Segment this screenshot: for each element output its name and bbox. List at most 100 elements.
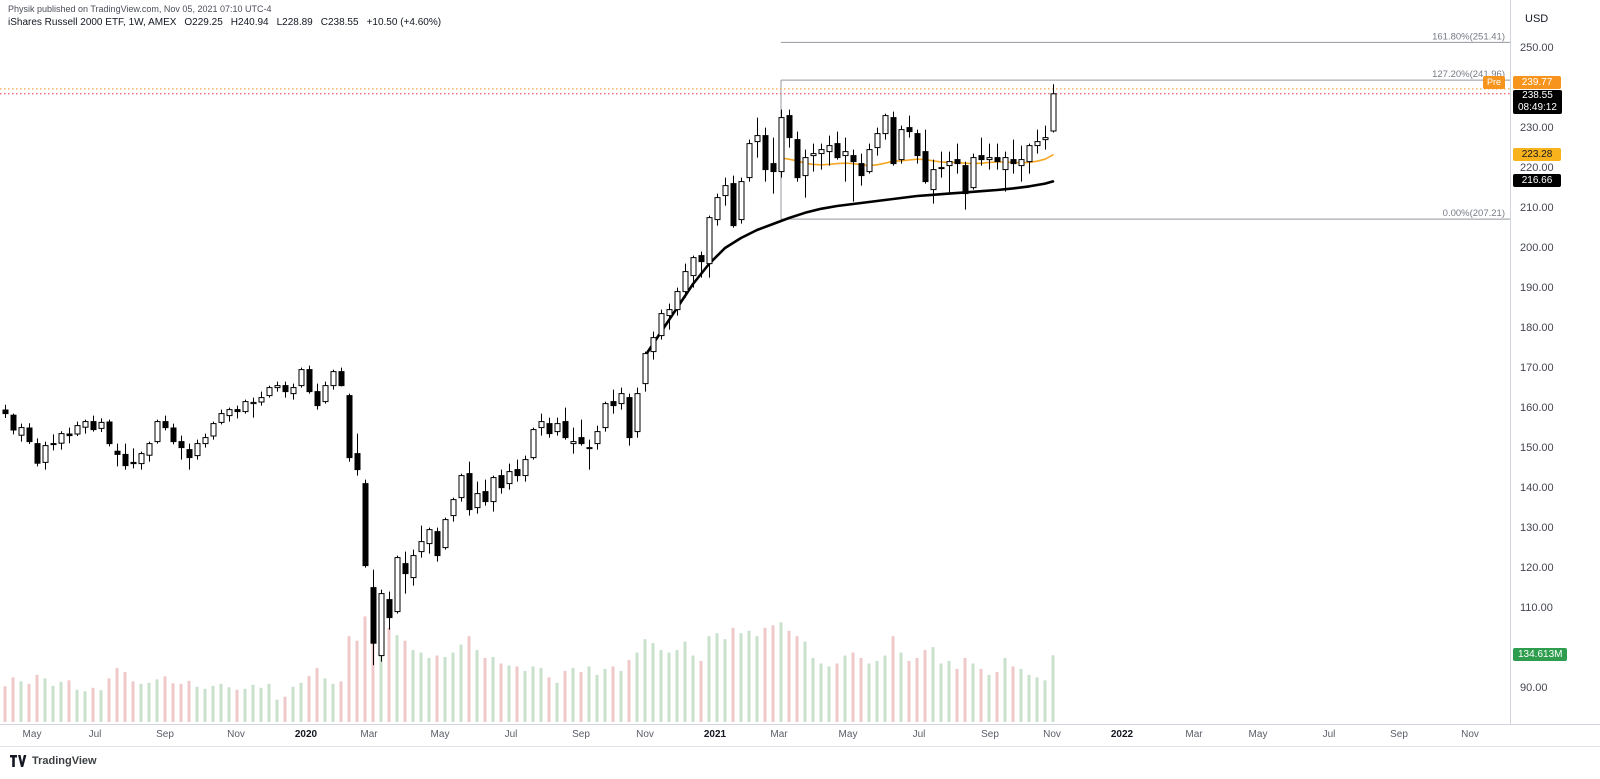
time-tick: Sep (981, 729, 999, 740)
volume-bar (923, 650, 927, 722)
volume-bar (843, 655, 847, 722)
volume-bar (251, 684, 255, 722)
volume-bar (683, 641, 687, 722)
candle-up (882, 115, 889, 135)
volume-bar (75, 689, 79, 722)
volume-bar (603, 668, 607, 722)
volume-bar (955, 668, 959, 722)
candle-down (834, 143, 841, 159)
volume-bar (59, 681, 63, 722)
candle-up (802, 157, 809, 177)
time-tick: Jul (1322, 729, 1336, 740)
candle-down (466, 473, 473, 511)
candle-up (74, 425, 81, 435)
candle-up (826, 145, 833, 153)
candle-up (394, 557, 401, 613)
volume-bar (611, 666, 615, 722)
slow-black-line (643, 180, 1055, 358)
volume-bar (123, 671, 127, 722)
volume-bar (171, 683, 175, 722)
candle-down (370, 587, 377, 644)
legend-change: +10.50 (+4.60%) (366, 17, 442, 28)
candle-down (626, 397, 633, 439)
volume-bar (1027, 674, 1031, 722)
time-axis[interactable]: May Jul Sep Nov 2020 Mar May Jul Sep Nov 2021 Mar Ma… (0, 724, 1600, 747)
candle-up (706, 217, 713, 265)
volume-bar (339, 681, 343, 722)
candle-up (1042, 137, 1049, 141)
candle-down (858, 163, 865, 177)
volume-bar (147, 682, 151, 722)
candle-up (426, 529, 433, 545)
candle-down (306, 369, 313, 393)
time-tick: May (1248, 729, 1268, 740)
volume-bar (875, 661, 879, 722)
candle-up (586, 447, 593, 450)
volume-bar (771, 625, 775, 722)
time-tick: Mar (360, 729, 378, 740)
time-tick: May (430, 729, 450, 740)
candle-up (378, 593, 385, 657)
candle-up (722, 185, 729, 197)
candle-up (330, 371, 337, 387)
volume-bar (291, 686, 295, 722)
volume-bar (987, 674, 991, 722)
volume-bar (547, 677, 551, 722)
candle-down (234, 409, 241, 413)
volume-bar (707, 636, 711, 722)
candle-up (946, 161, 953, 167)
volume-bar (883, 655, 887, 722)
price-tick: 210.00 (1520, 202, 1554, 214)
candle-up (242, 401, 249, 413)
volume-bar (819, 663, 823, 722)
candle-up (154, 421, 161, 443)
price-tick: 160.00 (1520, 402, 1554, 414)
candle-up (754, 135, 761, 143)
candle-up (210, 423, 217, 437)
tradingview-logo[interactable]: TradingView (10, 754, 97, 768)
candle-down (362, 483, 369, 567)
chart-canvas[interactable]: 161.80%(251.41) 127.20%(241.96) 0.00%(207.… (0, 0, 1510, 724)
last-price-label: 238.55 08:49:12 (1513, 89, 1562, 114)
candle-down (482, 491, 489, 503)
tradingview-logo-mark (10, 755, 27, 767)
volume-bar (787, 630, 791, 722)
candle-down (610, 401, 617, 407)
volume-bar (827, 666, 831, 722)
candle-up (642, 353, 649, 385)
volume-bar (867, 663, 871, 722)
price-axis[interactable]: USD 250.00 230.00 220.00 210.00 200.00 190.00… (1510, 0, 1600, 724)
volume-label: 134.613M (1513, 648, 1568, 662)
volume-bar (315, 667, 319, 722)
candle-up (682, 271, 689, 293)
volume-bar (395, 635, 399, 722)
candle-down (890, 117, 897, 165)
candle-down (338, 371, 345, 387)
volume-bar (139, 683, 143, 722)
candle-down (562, 421, 569, 439)
candle-down (1010, 159, 1017, 165)
price-tick: 130.00 (1520, 522, 1554, 534)
candle-up (898, 129, 905, 161)
volume-bar (467, 636, 471, 722)
candle-down (922, 151, 929, 183)
volume-bar (307, 675, 311, 722)
candle-up (450, 499, 457, 517)
candle-down (578, 437, 585, 445)
legend-low: L228.89 (276, 17, 313, 28)
candle-down (106, 421, 113, 445)
price-tick: 230.00 (1520, 122, 1554, 134)
premarket-tag: Pre (1483, 75, 1506, 89)
volume-bar (499, 663, 503, 722)
candle-down (386, 599, 393, 619)
candle-up (474, 493, 481, 509)
volume-bar (187, 680, 191, 722)
candle-up (82, 421, 89, 428)
candle-down (434, 531, 441, 557)
candle-up (442, 519, 449, 549)
candle-down (114, 450, 121, 455)
volume-bar (779, 622, 783, 722)
candle-up (418, 541, 425, 553)
volume-bar (27, 683, 31, 722)
volume-bar (203, 688, 207, 722)
